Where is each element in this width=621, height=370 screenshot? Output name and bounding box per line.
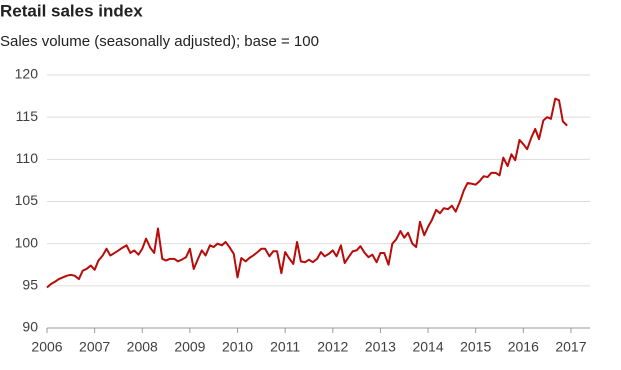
x-tick-label: 2016 [508, 339, 539, 355]
x-tick-label: 2007 [79, 339, 110, 355]
x-tick-label: 2015 [460, 339, 491, 355]
y-tick-label: 120 [15, 66, 39, 82]
y-tick-label: 95 [22, 277, 38, 293]
y-tick-label: 105 [15, 192, 39, 208]
chart-title: Retail sales index [0, 1, 143, 20]
y-tick-label: 115 [16, 108, 39, 124]
x-tick-label: 2008 [127, 339, 158, 355]
chart-subtitle: Sales volume (seasonally adjusted); base… [0, 33, 319, 50]
y-tick-label: 90 [22, 319, 38, 335]
y-tick-label: 110 [16, 150, 39, 166]
x-tick-label: 2009 [174, 339, 205, 355]
y-tick-label: 100 [15, 234, 39, 250]
x-tick-label: 2011 [270, 339, 300, 355]
x-tick-label: 2014 [412, 339, 443, 355]
data-line [46, 97, 568, 289]
x-tick-label: 2012 [317, 339, 348, 355]
x-tick-label: 2017 [555, 339, 586, 355]
x-tick-label: 2006 [31, 339, 62, 355]
x-tick-label: 2013 [365, 339, 396, 355]
x-tick-label: 2010 [222, 339, 253, 355]
